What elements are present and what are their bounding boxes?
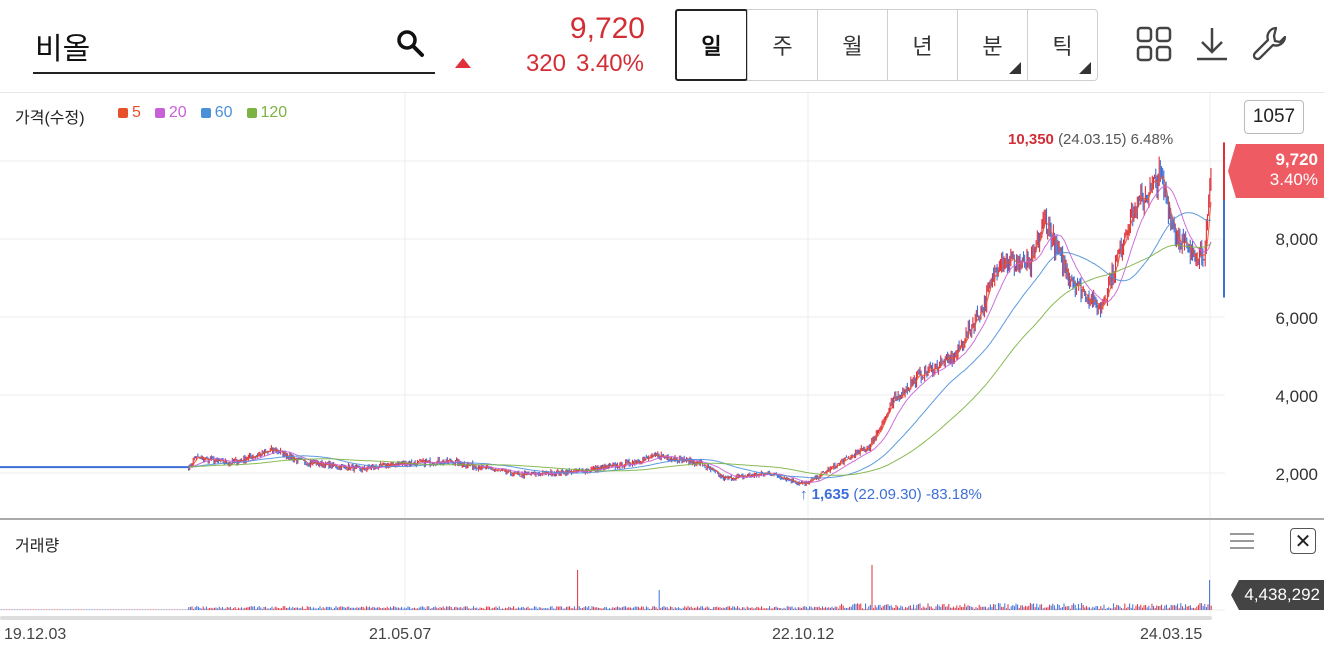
y-tick-label: 4,000: [1275, 387, 1318, 406]
max-price-value: 10,350: [1008, 131, 1054, 148]
period-tabs: 일 주 월 년 분 틱: [675, 9, 1098, 81]
volume-value-tag: 4,438,292: [1231, 580, 1324, 610]
ma-line-5: [188, 174, 1212, 484]
download-icon[interactable]: [1192, 24, 1232, 64]
legend-swatch: [200, 108, 211, 118]
x-tick-label: 22.10.12: [772, 626, 835, 643]
price-change: 320: [525, 50, 566, 77]
legend-label: 120: [260, 104, 288, 121]
legend-label: 20: [168, 104, 187, 121]
search-icon[interactable]: [395, 28, 425, 58]
volume-pane-label: 거래량: [15, 538, 60, 555]
x-tick-label: 19.12.03: [4, 626, 67, 643]
current-price-tag-pct: 3.40%: [1269, 170, 1318, 189]
tab-label: 틱: [1052, 34, 1073, 59]
menu-icon[interactable]: [1230, 531, 1254, 551]
header-divider: [0, 92, 1324, 93]
y-tick-label: 8,000: [1275, 230, 1318, 249]
wrench-icon[interactable]: [1250, 24, 1290, 64]
current-price-tag-value: 9,720: [1275, 150, 1318, 169]
price-pane-label: 가격(수정): [15, 110, 85, 127]
legend-label: 5: [132, 104, 141, 121]
ma-line-120: [188, 243, 1212, 476]
chart-scrollbar[interactable]: [0, 616, 1212, 620]
tab-minute[interactable]: 분: [957, 10, 1027, 80]
legend-swatch: [118, 108, 128, 118]
legend-ma60: 60: [200, 104, 233, 122]
grid-icon[interactable]: [1134, 24, 1174, 64]
tab-label: 분: [982, 34, 1003, 59]
min-price-pct: -83.18%: [925, 486, 982, 503]
ma-legend: 5 20 60 120: [118, 104, 287, 122]
stock-name: 비올: [35, 33, 91, 66]
tab-weekly[interactable]: 주: [747, 10, 817, 80]
tab-monthly[interactable]: 월: [817, 10, 887, 80]
ma-line-60: [188, 212, 1212, 479]
current-price: 9,720: [569, 12, 645, 45]
x-tick-label: 24.03.15: [1140, 626, 1203, 643]
legend-ma20: 20: [154, 104, 187, 122]
search-input[interactable]: 비올: [33, 14, 435, 74]
max-price-pct: 6.48%: [1130, 131, 1174, 148]
legend-swatch: [246, 108, 257, 118]
tab-daily[interactable]: 일: [675, 9, 748, 81]
max-price-date: (24.03.15): [1058, 131, 1127, 148]
ma-line-20: [188, 185, 1212, 483]
volume-divider[interactable]: [0, 518, 1324, 520]
price-change-percent: 3.40%: [575, 50, 644, 77]
price-chart[interactable]: [0, 93, 1225, 615]
y-tick-label: 2,000: [1275, 465, 1318, 484]
max-price-note: 10,350 (24.03.15) 6.48%: [1008, 131, 1173, 148]
min-arrow-icon: ↑: [800, 486, 808, 503]
tab-yearly[interactable]: 년: [887, 10, 957, 80]
min-price-date: (22.09.30): [853, 486, 922, 503]
current-price-tag: 9,720 3.40%: [1228, 144, 1324, 198]
legend-label: 60: [214, 104, 233, 121]
tab-label: 월: [842, 34, 863, 59]
min-price-value: 1,635: [811, 486, 850, 503]
min-price-note: ↑ 1,635 (22.09.30) -83.18%: [800, 486, 982, 503]
zoom-badge[interactable]: 1057: [1244, 100, 1304, 134]
legend-ma120: 120: [246, 104, 288, 122]
y-tick-label: 6,000: [1275, 309, 1318, 328]
tab-label: 주: [772, 34, 793, 59]
tab-label: 일: [701, 34, 722, 59]
tab-tick[interactable]: 틱: [1027, 10, 1097, 80]
close-icon[interactable]: ✕: [1290, 528, 1316, 554]
tab-label: 년: [912, 34, 933, 59]
up-arrow-icon: [455, 58, 471, 68]
x-tick-label: 21.05.07: [369, 626, 432, 643]
legend-ma5: 5: [118, 104, 141, 122]
legend-swatch: [154, 108, 165, 118]
dropdown-corner-icon: [1079, 62, 1091, 74]
dropdown-corner-icon: [1009, 62, 1021, 74]
